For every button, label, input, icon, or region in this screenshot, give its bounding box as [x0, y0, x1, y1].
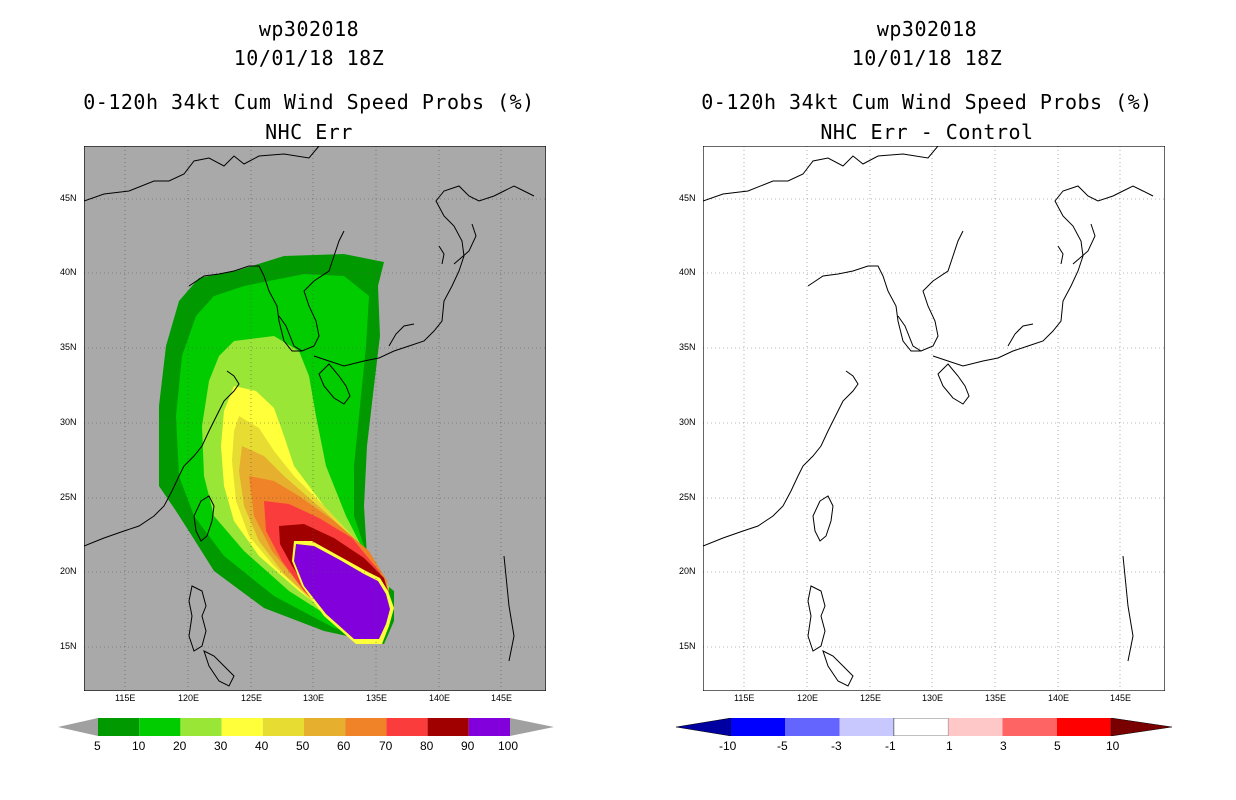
lat-tick: 45N	[60, 193, 77, 203]
lat-tick: 45N	[679, 193, 696, 203]
colorbar-difference	[676, 718, 1172, 736]
storm-id: wp302018	[876, 17, 978, 41]
colorbar-swatch	[427, 718, 469, 736]
colorbar-swatch	[1056, 718, 1112, 736]
colorbar-probability	[58, 718, 554, 736]
colorbar-label: 3	[1000, 739, 1007, 753]
coastlines	[84, 146, 535, 687]
datetime: 10/01/18 18Z	[233, 46, 385, 70]
colorbar-label: 10	[132, 739, 146, 753]
lat-tick: 25N	[679, 492, 696, 502]
lon-tick: 120E	[178, 693, 200, 703]
lon-tick: 130E	[303, 693, 325, 703]
lat-tick: 20N	[60, 566, 77, 576]
lon-tick: 130E	[922, 693, 944, 703]
colorbar-swatch	[262, 718, 304, 736]
colorbar-swatch	[948, 718, 1003, 736]
lon-tick: 145E	[1110, 693, 1132, 703]
colorbar-label: 10	[1106, 739, 1120, 753]
colorbar-label: 60	[337, 739, 351, 753]
lon-tick: 115E	[115, 693, 136, 703]
product-title: 0-120h 34kt Cum Wind Speed Probs (%)	[701, 90, 1153, 114]
lon-tick: 125E	[241, 693, 263, 703]
difference-map	[703, 146, 1165, 691]
lat-tick: 40N	[679, 267, 696, 277]
colorbar-swatch	[839, 718, 894, 736]
lat-lon-grid	[703, 146, 1165, 691]
colorbar-label: 30	[214, 739, 228, 753]
colorbar-label: -3	[831, 739, 842, 753]
right-panel: wp302018 10/01/18 18Z 0-120h 34kt Cum Wi…	[618, 0, 1236, 800]
lon-tick: 140E	[429, 693, 451, 703]
colorbar-swatch	[98, 718, 140, 736]
datetime: 10/01/18 18Z	[851, 46, 1003, 70]
lat-tick: 40N	[60, 267, 77, 277]
product-subtitle: NHC Err	[265, 120, 353, 144]
colorbar-swatch	[221, 718, 263, 736]
lon-tick: 135E	[985, 693, 1007, 703]
storm-id: wp302018	[258, 17, 360, 41]
lat-tick: 35N	[60, 342, 77, 352]
colorbar-label: 5	[94, 739, 101, 753]
colorbar-swatch	[468, 718, 510, 736]
lat-lon-grid	[84, 146, 546, 691]
coastlines	[703, 146, 1154, 687]
lon-tick: 115E	[734, 693, 755, 703]
colorbar-label: -10	[719, 739, 737, 753]
colorbar-arrow-low	[676, 718, 732, 736]
colorbar-label: -5	[777, 739, 788, 753]
colorbar-arrow-low	[58, 718, 98, 736]
colorbar-label: 80	[420, 739, 434, 753]
lat-tick: 35N	[679, 342, 696, 352]
lon-tick: 140E	[1048, 693, 1070, 703]
map-background	[703, 146, 1165, 691]
colorbar-label: 50	[296, 739, 310, 753]
colorbar-label: 90	[461, 739, 475, 753]
colorbar-label: 100	[498, 739, 519, 753]
lat-tick: 15N	[679, 641, 696, 651]
colorbar-swatch	[304, 718, 346, 736]
lat-tick: 30N	[679, 417, 696, 427]
colorbar-swatch	[785, 718, 840, 736]
colorbar-swatch	[180, 718, 222, 736]
colorbar-swatch	[1002, 718, 1057, 736]
colorbar-arrow-high	[510, 718, 554, 736]
colorbar-label: -1	[885, 739, 896, 753]
colorbar-arrow-high	[1110, 718, 1172, 736]
colorbar-swatch	[893, 718, 949, 736]
colorbar-label: 1	[946, 739, 953, 753]
lat-tick: 25N	[60, 492, 77, 502]
lat-tick: 30N	[60, 417, 77, 427]
prob-100-contour	[294, 544, 390, 639]
colorbar-label: 20	[173, 739, 187, 753]
left-panel: wp302018 10/01/18 18Z 0-120h 34kt Cum Wi…	[58, 17, 554, 753]
colorbar-swatch	[731, 718, 786, 736]
product-title: 0-120h 34kt Cum Wind Speed Probs (%)	[83, 90, 535, 114]
colorbar-label: 5	[1054, 739, 1061, 753]
lon-tick: 135E	[366, 693, 388, 703]
lat-tick: 20N	[679, 566, 696, 576]
lon-tick: 125E	[860, 693, 882, 703]
colorbar-swatch	[139, 718, 181, 736]
product-subtitle: NHC Err - Control	[820, 120, 1034, 144]
lon-tick: 120E	[797, 693, 819, 703]
probability-map	[84, 146, 546, 691]
colorbar-swatch	[345, 718, 387, 736]
lat-tick: 15N	[60, 641, 77, 651]
colorbar-label: 40	[255, 739, 269, 753]
colorbar-label: 70	[379, 739, 393, 753]
colorbar-swatch	[386, 718, 428, 736]
lon-tick: 145E	[491, 693, 513, 703]
